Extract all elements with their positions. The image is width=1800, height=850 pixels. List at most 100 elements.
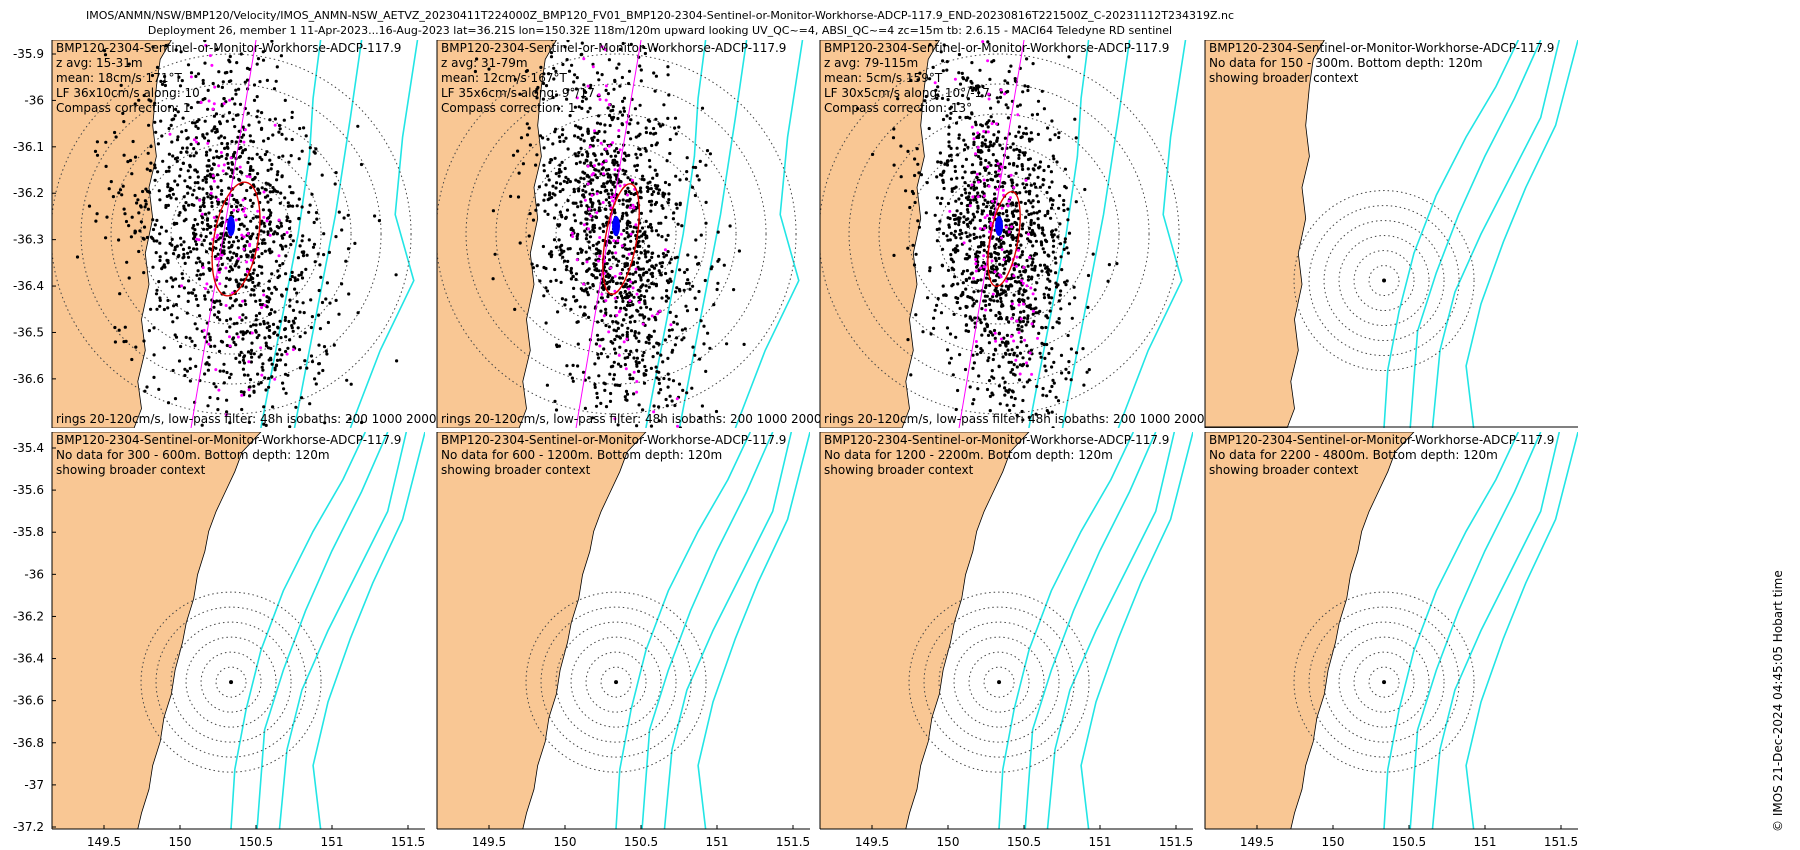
velocity-point	[244, 316, 248, 320]
velocity-point	[909, 373, 913, 377]
lf-point	[627, 287, 631, 291]
velocity-point	[664, 299, 668, 303]
velocity-point	[981, 135, 985, 139]
velocity-point	[666, 201, 670, 205]
lf-point	[990, 122, 994, 126]
velocity-point	[596, 356, 601, 360]
velocity-point	[1025, 57, 1029, 61]
velocity-point	[169, 22, 172, 25]
velocity-point	[650, 229, 654, 233]
velocity-point	[1022, 290, 1027, 294]
lf-point	[615, 313, 619, 317]
velocity-point	[1044, 369, 1048, 373]
panel-plot	[52, 432, 425, 829]
velocity-point	[960, 71, 964, 75]
velocity-point	[986, 125, 990, 129]
velocity-point	[317, 371, 321, 375]
panel-plot	[820, 40, 1193, 428]
velocity-point	[946, 98, 950, 102]
velocity-point	[249, 186, 253, 190]
velocity-point	[1091, 252, 1095, 256]
velocity-point	[955, 300, 960, 305]
velocity-point	[603, 123, 607, 127]
velocity-point	[677, 382, 682, 386]
velocity-point	[613, 211, 617, 215]
isobath-line	[734, 40, 804, 428]
velocity-point	[653, 168, 657, 172]
isobath-line	[1409, 40, 1542, 428]
lf-point	[209, 191, 213, 195]
velocity-point	[596, 248, 601, 253]
velocity-point	[149, 99, 153, 103]
velocity-point	[618, 179, 622, 183]
velocity-point	[549, 250, 553, 254]
velocity-point	[646, 189, 650, 193]
velocity-point	[1049, 269, 1053, 273]
velocity-point	[137, 249, 141, 254]
velocity-point	[139, 205, 143, 209]
velocity-point	[932, 326, 936, 330]
velocity-point	[149, 144, 153, 149]
velocity-point	[702, 342, 706, 346]
velocity-point	[1026, 237, 1030, 241]
velocity-point	[1011, 213, 1016, 218]
velocity-point	[261, 50, 265, 54]
velocity-point	[635, 226, 639, 230]
velocity-point	[277, 226, 281, 230]
velocity-point	[250, 341, 254, 345]
velocity-point	[1037, 166, 1041, 170]
velocity-point	[948, 332, 953, 336]
land	[437, 40, 557, 428]
lf-point	[1002, 258, 1006, 262]
velocity-point	[642, 295, 647, 299]
velocity-point	[989, 298, 993, 302]
velocity-point	[1038, 185, 1042, 189]
velocity-point	[180, 272, 184, 276]
velocity-point	[231, 117, 235, 121]
velocity-point	[1043, 364, 1047, 368]
velocity-point	[661, 360, 665, 364]
velocity-point	[251, 253, 255, 257]
lf-point	[211, 174, 215, 178]
velocity-point	[276, 275, 280, 280]
velocity-point	[186, 63, 191, 67]
velocity-point	[570, 226, 574, 230]
velocity-point	[595, 121, 600, 125]
velocity-point	[203, 119, 207, 123]
velocity-point	[268, 297, 272, 301]
velocity-point	[192, 223, 196, 228]
velocity-point	[682, 288, 686, 292]
velocity-point	[225, 30, 228, 33]
x-tick-label: 151	[1089, 835, 1112, 849]
velocity-point	[1081, 347, 1085, 351]
velocity-point	[280, 247, 285, 251]
velocity-point	[626, 326, 630, 330]
velocity-point	[586, 281, 590, 285]
velocity-point	[568, 372, 572, 376]
velocity-point	[616, 116, 620, 121]
velocity-point	[240, 171, 244, 175]
velocity-point	[1004, 389, 1008, 393]
velocity-point	[620, 75, 625, 80]
velocity-point	[650, 143, 654, 148]
velocity-point	[225, 370, 229, 375]
velocity-point	[206, 290, 210, 294]
velocity-point	[301, 301, 305, 305]
velocity-point	[148, 169, 152, 173]
velocity-point	[274, 79, 278, 83]
lf-point	[627, 252, 631, 256]
velocity-point	[100, 6, 103, 9]
velocity-point	[616, 36, 619, 39]
lf-point	[216, 233, 220, 237]
velocity-point	[974, 186, 979, 190]
velocity-point	[563, 259, 567, 263]
velocity-point	[231, 337, 235, 341]
velocity-point	[242, 224, 246, 228]
velocity-point	[139, 220, 143, 224]
velocity-point	[235, 235, 239, 239]
velocity-point	[986, 333, 991, 337]
speed-ring	[1308, 606, 1460, 758]
velocity-point	[1031, 62, 1035, 66]
velocity-point	[155, 288, 159, 292]
lf-point	[972, 276, 975, 280]
